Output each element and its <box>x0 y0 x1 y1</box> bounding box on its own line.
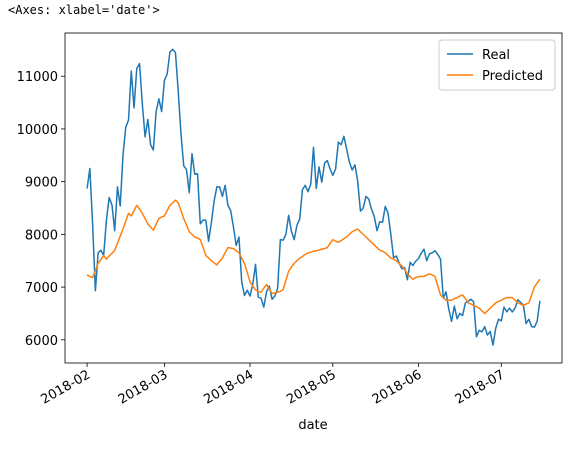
plot-frame <box>64 32 563 364</box>
y-tick-label: 11000 <box>17 70 58 85</box>
output-text: <Axes: xlabel='date'> <box>8 3 160 17</box>
x-tick-label: 2018-02 <box>39 367 94 407</box>
x-tick-label: 2018-07 <box>453 367 508 407</box>
series-line <box>86 199 541 315</box>
legend-box <box>438 39 556 91</box>
y-tick-label: 8000 <box>25 228 58 243</box>
legend-label: Predicted <box>482 69 543 84</box>
x-tick-label: 2018-03 <box>116 367 171 407</box>
x-tick-label: 2018-05 <box>284 367 339 407</box>
x-tick-label: 2018-06 <box>370 367 425 407</box>
y-tick-label: 9000 <box>25 176 58 191</box>
y-tick-label: 6000 <box>25 334 58 349</box>
legend-label: Real <box>482 48 510 63</box>
series-line <box>86 48 541 346</box>
x-tick-label: 2018-04 <box>201 367 256 407</box>
y-tick-label: 10000 <box>17 123 58 138</box>
x-axis-label: date <box>298 418 327 433</box>
y-tick-label: 7000 <box>25 281 58 296</box>
